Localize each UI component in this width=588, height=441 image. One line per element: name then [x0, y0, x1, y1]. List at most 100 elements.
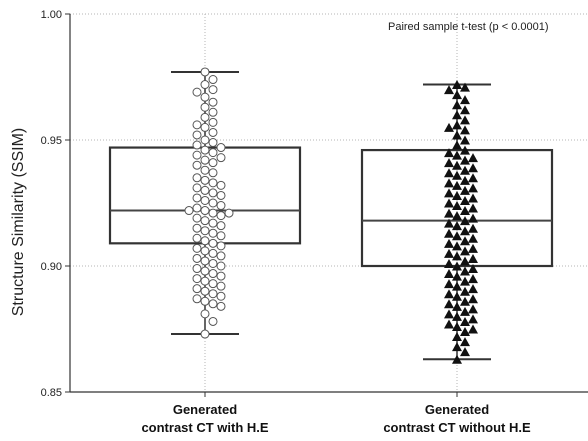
data-point [216, 143, 226, 153]
data-point [460, 337, 470, 347]
data-point [452, 180, 462, 190]
category-label-2-line2: contrast CT without H.E [383, 420, 531, 435]
data-point [208, 148, 218, 158]
data-point [208, 178, 218, 188]
data-point [452, 211, 462, 221]
data-point [468, 153, 478, 163]
data-point [452, 100, 462, 110]
data-point [192, 150, 202, 160]
data-point [192, 294, 202, 304]
data-point [216, 251, 226, 261]
data-point [200, 185, 210, 195]
data-point [216, 291, 226, 301]
data-point [460, 276, 470, 286]
data-point [192, 213, 202, 223]
data-point [452, 354, 462, 364]
data-point [460, 286, 470, 296]
data-point [452, 140, 462, 150]
data-point [192, 243, 202, 253]
data-point [192, 87, 202, 97]
data-point [460, 206, 470, 216]
data-point [192, 203, 202, 213]
data-point [184, 206, 194, 216]
data-point [208, 279, 218, 289]
data-point [452, 291, 462, 301]
data-point [460, 256, 470, 266]
data-point [452, 261, 462, 271]
data-point [192, 160, 202, 170]
data-point [216, 231, 226, 241]
grid-layer [70, 13, 588, 393]
data-point [444, 309, 454, 319]
data-point [444, 198, 454, 208]
data-point [444, 208, 454, 218]
data-point [452, 130, 462, 140]
data-point [460, 236, 470, 246]
data-point [192, 173, 202, 183]
data-point [452, 342, 462, 352]
y-tick-label: 0.95 [41, 135, 62, 147]
data-point [208, 168, 218, 178]
data-point [444, 85, 454, 95]
data-point [444, 218, 454, 228]
data-point [192, 223, 202, 233]
data-point [452, 281, 462, 291]
data-point [200, 112, 210, 122]
data-point [452, 221, 462, 231]
data-point [192, 140, 202, 150]
data-point [200, 246, 210, 256]
data-point [208, 208, 218, 218]
data-point [208, 289, 218, 299]
data-point [444, 289, 454, 299]
data-point [200, 286, 210, 296]
data-point [208, 97, 218, 107]
data-point [200, 155, 210, 165]
data-point [200, 276, 210, 286]
data-point [468, 274, 478, 284]
data-point [200, 145, 210, 155]
data-point [452, 311, 462, 321]
y-tick-label: 0.90 [41, 261, 62, 273]
y-tick-label: 1.00 [41, 9, 62, 21]
data-point [452, 110, 462, 120]
data-point [444, 238, 454, 248]
data-point [216, 153, 226, 163]
data-point [208, 127, 218, 137]
data-point [192, 274, 202, 284]
axes-layer: 0.85 0.90 0.95 1.00 [41, 9, 588, 399]
data-point [200, 122, 210, 132]
data-point [200, 67, 210, 77]
data-point [468, 324, 478, 334]
data-point [208, 138, 218, 148]
data-point [192, 183, 202, 193]
data-point [216, 281, 226, 291]
data-point [468, 264, 478, 274]
y-axis-label: Structure Similarity (SSIM) [10, 128, 27, 316]
data-point [192, 253, 202, 263]
data-point [208, 85, 218, 95]
data-point [192, 264, 202, 274]
data-point [460, 175, 470, 185]
data-point [216, 261, 226, 271]
data-point [216, 271, 226, 281]
data-point [208, 258, 218, 268]
data-point [200, 135, 210, 145]
data-point [200, 102, 210, 112]
data-point [452, 190, 462, 200]
category-label-1-line2: contrast CT with H.E [141, 420, 268, 435]
data-point [468, 314, 478, 324]
data-point [468, 284, 478, 294]
data-point [192, 233, 202, 243]
data-point [200, 206, 210, 216]
data-point [460, 125, 470, 135]
data-point [208, 158, 218, 168]
data-point [468, 183, 478, 193]
data-point [216, 201, 226, 211]
data-point [200, 226, 210, 236]
data-point [460, 246, 470, 256]
data-point [216, 190, 226, 200]
category-label-2-line1: Generated [425, 402, 489, 417]
data-point [200, 256, 210, 266]
data-point [200, 266, 210, 276]
data-point [200, 309, 210, 319]
